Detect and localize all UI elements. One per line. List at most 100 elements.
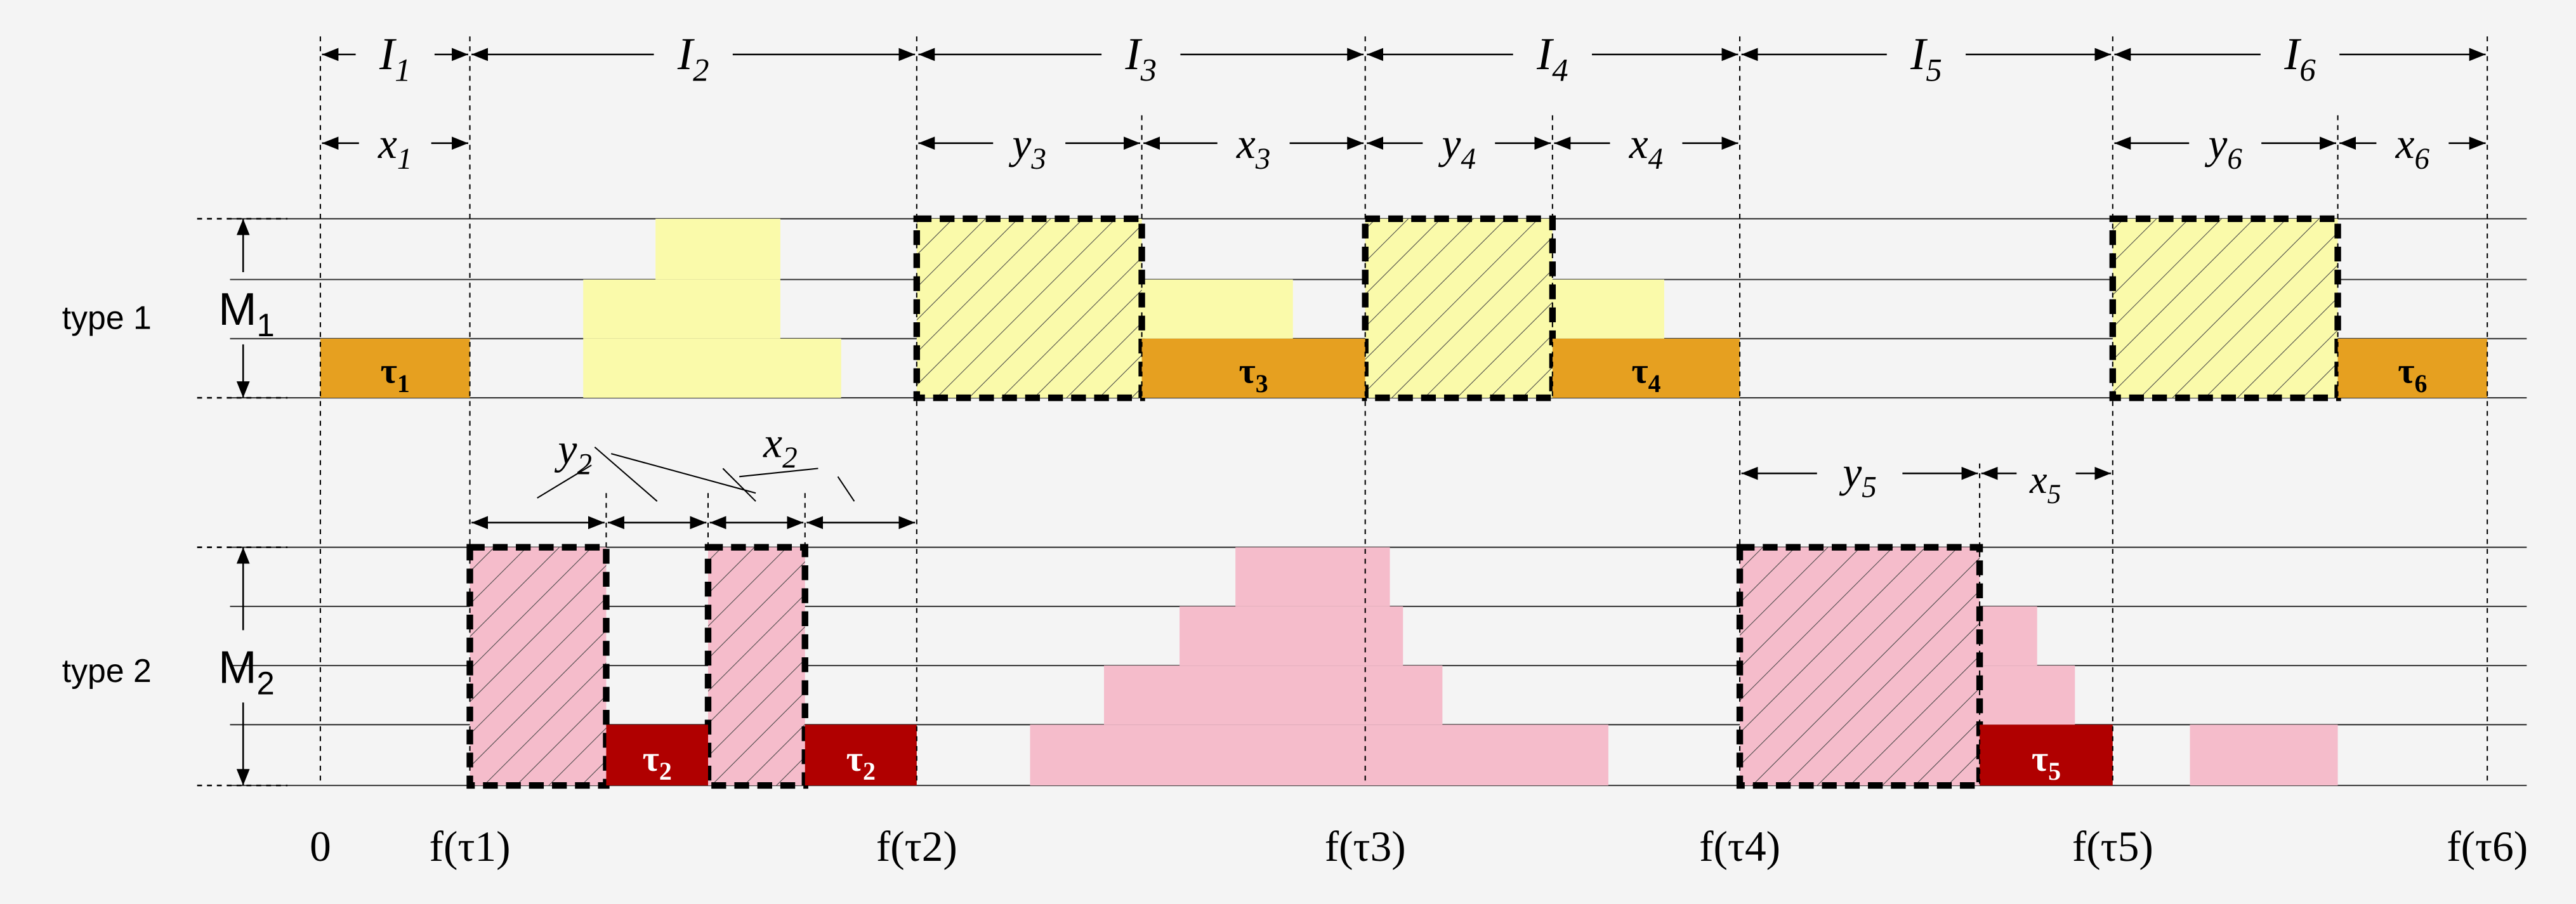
row-label: type 2 <box>62 652 152 689</box>
dashed-border <box>2109 215 2341 402</box>
idle-block <box>1552 279 1664 339</box>
label-index: 4 <box>1648 143 1664 176</box>
dashed-border <box>704 544 808 789</box>
segment-label: x4 <box>1629 120 1663 176</box>
dashed-border <box>913 215 1145 402</box>
idle-block <box>1980 606 2037 666</box>
idle-block <box>1980 665 2075 725</box>
job-block <box>805 724 917 786</box>
idle-block <box>583 279 780 339</box>
label-index: 1 <box>397 143 412 176</box>
label-base: τ <box>643 739 659 779</box>
machine-label: M2 <box>218 641 275 701</box>
interval-label: I3 <box>1124 28 1157 88</box>
idle-block <box>1141 279 1293 339</box>
label-index: 6 <box>2227 143 2242 176</box>
line <box>537 464 592 499</box>
label-base: x <box>2395 120 2415 167</box>
label-index: 5 <box>1862 471 1877 504</box>
segment-label: y6 <box>2204 120 2242 176</box>
label-base: y <box>555 426 577 473</box>
segment-label: x6 <box>2395 120 2430 176</box>
axis-tick-label: f(τ3) <box>1325 823 1406 870</box>
segment-label: y5 <box>1839 449 1876 504</box>
job-label: τ5 <box>2032 739 2061 785</box>
dashed-border <box>466 544 610 789</box>
label-index: 5 <box>1926 52 1942 88</box>
label-base: x <box>763 419 782 466</box>
label-index: 6 <box>2299 52 2316 88</box>
line <box>610 453 756 494</box>
label-base: x <box>378 120 397 167</box>
hatch <box>470 547 607 786</box>
machine-label: M1 <box>218 284 275 343</box>
hatch <box>1365 218 1553 398</box>
label-base: M <box>218 284 256 335</box>
label-base: τ <box>1631 351 1648 391</box>
dashed-border <box>1736 544 1983 789</box>
axis-tick-label: f(τ4) <box>1699 823 1780 870</box>
label-base: I <box>2284 28 2301 79</box>
idle-block <box>583 338 841 398</box>
segment-label: y2 <box>555 426 592 481</box>
hatch <box>707 547 805 786</box>
label-index: 2 <box>256 665 274 701</box>
idle-block <box>1104 665 1443 725</box>
axis-origin: 0 <box>310 823 331 870</box>
label-base: τ <box>2398 351 2414 391</box>
label-base: y <box>2204 120 2227 167</box>
idle-block <box>1235 547 1390 606</box>
label-base: τ <box>846 739 863 779</box>
label-index: 1 <box>256 307 274 343</box>
job-label: τ1 <box>381 351 410 398</box>
job-label: τ4 <box>1631 351 1660 398</box>
label-base: I <box>1124 28 1142 79</box>
idle-block <box>655 218 780 280</box>
job-label: τ2 <box>846 739 876 785</box>
label-index: 3 <box>1030 143 1046 176</box>
label-index: 2 <box>693 52 709 88</box>
label-index: 2 <box>782 442 798 475</box>
label-base: I <box>379 28 397 79</box>
label-base: I <box>1536 28 1554 79</box>
axis-tick-label: f(τ6) <box>2447 823 2528 870</box>
dashed-border <box>1362 215 1556 402</box>
label-index: 3 <box>1255 143 1271 176</box>
label-index: 2 <box>863 757 876 785</box>
job-label: τ2 <box>643 739 672 785</box>
label-base: x <box>1236 120 1256 167</box>
label-base: τ <box>381 351 397 391</box>
label-index: 5 <box>2048 757 2061 785</box>
job-block <box>606 724 708 786</box>
axis-tick-label: f(τ1) <box>430 823 511 870</box>
interval-label: I1 <box>379 28 411 88</box>
label-base: y <box>1438 120 1461 167</box>
label-base: x <box>1629 120 1648 167</box>
hatch <box>2112 218 2338 398</box>
segment-label: x5 <box>2029 459 2061 509</box>
label-base: M <box>218 641 256 693</box>
label-base: I <box>1910 28 1928 79</box>
segment-label: x3 <box>1236 120 1270 176</box>
interval-label: I4 <box>1536 28 1568 88</box>
label-index: 3 <box>1140 52 1157 88</box>
line <box>594 446 658 502</box>
segment-label: y4 <box>1438 120 1476 176</box>
label-base: I <box>677 28 695 79</box>
label-index: 4 <box>1552 52 1568 88</box>
segment-label: y3 <box>1008 120 1046 176</box>
label-base: y <box>1839 449 1862 496</box>
hatch <box>916 218 1142 398</box>
job-block <box>1980 724 2113 786</box>
label-index: 3 <box>1256 369 1268 398</box>
row-label: type 1 <box>62 299 152 336</box>
interval-label: I2 <box>677 28 709 88</box>
interval-label: I6 <box>2284 28 2316 88</box>
label-base: x <box>2029 459 2047 502</box>
job-block <box>320 338 470 398</box>
segment-label: x1 <box>378 120 412 176</box>
job-block <box>1552 338 1740 398</box>
line <box>837 476 855 502</box>
label-index: 6 <box>2415 369 2428 398</box>
